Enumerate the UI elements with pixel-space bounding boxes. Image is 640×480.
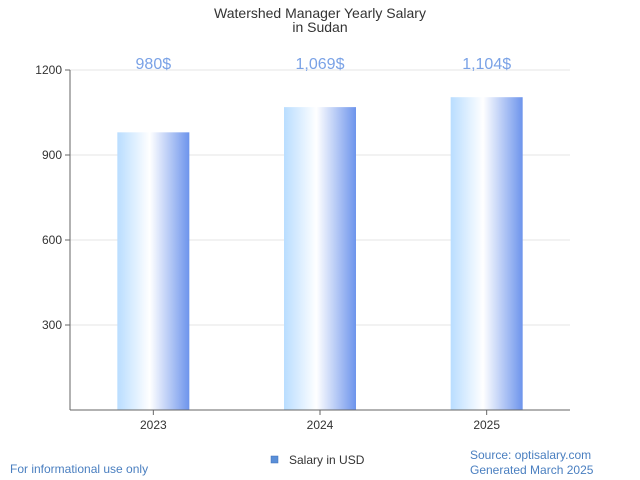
generated-date: Generated March 2025 <box>470 463 594 477</box>
bar-2023 <box>117 132 190 411</box>
y-tick-label: 300 <box>42 318 62 332</box>
bar-2024 <box>284 107 356 410</box>
disclaimer-text: For informational use only <box>10 462 149 476</box>
x-tick-label: 2024 <box>307 418 334 432</box>
data-label: 1,069$ <box>296 56 345 73</box>
data-label: 980$ <box>136 56 172 73</box>
chart-subtitle: in Sudan <box>292 19 347 35</box>
legend-swatch <box>270 455 279 464</box>
y-tick-label: 600 <box>42 233 62 247</box>
data-label: 1,104$ <box>462 56 511 73</box>
source-link[interactable]: Source: optisalary.com <box>470 448 592 462</box>
bar-2025 <box>450 97 523 410</box>
y-tick-label: 900 <box>42 148 62 162</box>
x-tick-label: 2023 <box>140 418 167 432</box>
legend: Salary in USD <box>270 453 365 467</box>
x-tick-label: 2025 <box>473 418 500 432</box>
chart-title: Watershed Manager Yearly Salary <box>214 5 426 21</box>
legend-label: Salary in USD <box>289 453 365 467</box>
source-info: Source: optisalary.com Generated March 2… <box>470 448 593 478</box>
y-tick-label: 1200 <box>35 63 62 77</box>
